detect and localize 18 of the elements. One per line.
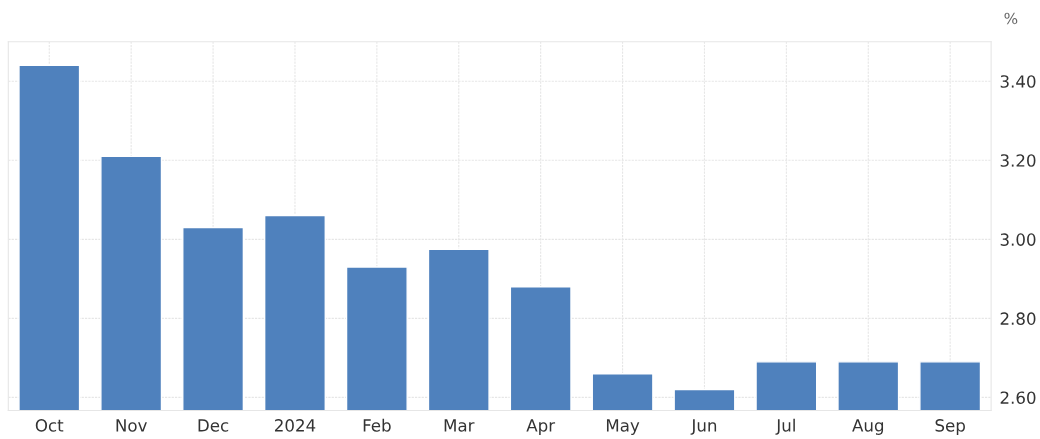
y-tick-label: 3.40 <box>1000 75 1036 88</box>
x-tick-label: Jul <box>775 418 795 435</box>
x-tick-label: Aug <box>852 419 884 435</box>
x-tick-label: Dec <box>198 419 229 432</box>
y-tick-label: 2.60 <box>1000 391 1036 404</box>
x-tick-label: Jun <box>690 419 717 435</box>
x-tick-label: May <box>606 419 640 435</box>
y-axis-title: % <box>1004 12 1018 25</box>
x-tick-label: 2024 <box>274 419 316 432</box>
x-tick-label: Sep <box>935 419 965 435</box>
x-tick-label: Oct <box>35 419 64 432</box>
x-tick-label: Apr <box>526 419 556 435</box>
y-tick-label: 3.20 <box>1000 154 1036 167</box>
x-tick-label: Mar <box>444 419 475 432</box>
y-tick-label: 3.00 <box>1000 233 1036 246</box>
y-tick-label: 2.80 <box>1000 312 1036 325</box>
x-tick-label: Nov <box>116 419 147 432</box>
x-tick-label: Feb <box>363 418 391 432</box>
